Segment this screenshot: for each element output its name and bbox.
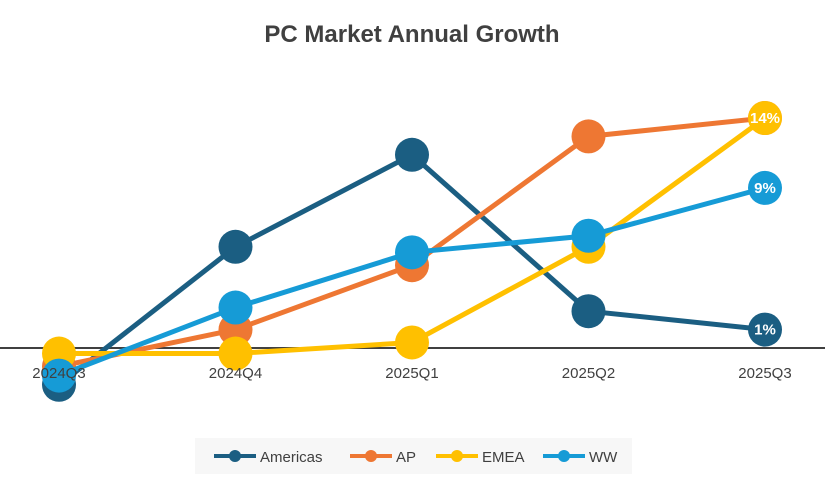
data-point-emea-3 <box>395 325 429 360</box>
legend-marker-emea <box>451 450 463 462</box>
legend-label-emea: EMEA <box>482 449 525 466</box>
data-point-americas-2 <box>218 229 253 264</box>
legend: Americas AP EMEA WW <box>195 438 632 474</box>
data-point-emea-2 <box>218 336 253 371</box>
data-point-ww-1 <box>42 358 76 393</box>
x-tick-label-1: 2024Q3 <box>32 365 85 382</box>
legend-marker-ww <box>558 450 570 462</box>
x-tick-label-5: 2025Q3 <box>738 365 791 382</box>
data-point-americas-5 <box>748 312 782 347</box>
data-label-americas-5: 1% <box>754 322 776 339</box>
legend-label-ap: AP <box>396 449 416 466</box>
data-point-ww-5 <box>748 170 782 205</box>
legend-label-americas: Americas <box>260 449 323 466</box>
data-point-ww-2 <box>218 290 253 325</box>
chart-title: PC Market Annual Growth <box>264 21 559 48</box>
legend-label-ww: WW <box>589 449 618 466</box>
legend-item-ww: WW <box>543 449 618 466</box>
series-emea: 14% <box>42 101 782 371</box>
series-ww: 9% <box>42 170 782 393</box>
x-axis-ticks: 2024Q3 2024Q4 2025Q1 2025Q2 2025Q3 <box>32 365 791 382</box>
data-point-americas-3 <box>395 137 429 172</box>
data-point-americas-4 <box>571 294 606 329</box>
legend-item-emea: EMEA <box>436 449 525 466</box>
series-layer: 1% 14% 9% <box>42 101 782 402</box>
data-point-ww-3 <box>395 235 429 270</box>
x-tick-label-3: 2025Q1 <box>385 365 438 382</box>
data-point-emea-5 <box>748 101 782 135</box>
x-tick-label-2: 2024Q4 <box>209 365 262 382</box>
data-label-emea-5: 14% <box>750 110 780 127</box>
data-point-ap-4 <box>571 119 606 154</box>
legend-item-ap: AP <box>350 449 416 466</box>
data-point-ww-4 <box>571 218 606 253</box>
legend-marker-ap <box>365 450 377 462</box>
data-label-ww-5: 9% <box>754 180 776 197</box>
legend-item-americas: Americas <box>214 449 323 466</box>
legend-marker-americas <box>229 450 241 462</box>
x-tick-label-4: 2025Q2 <box>562 365 615 382</box>
